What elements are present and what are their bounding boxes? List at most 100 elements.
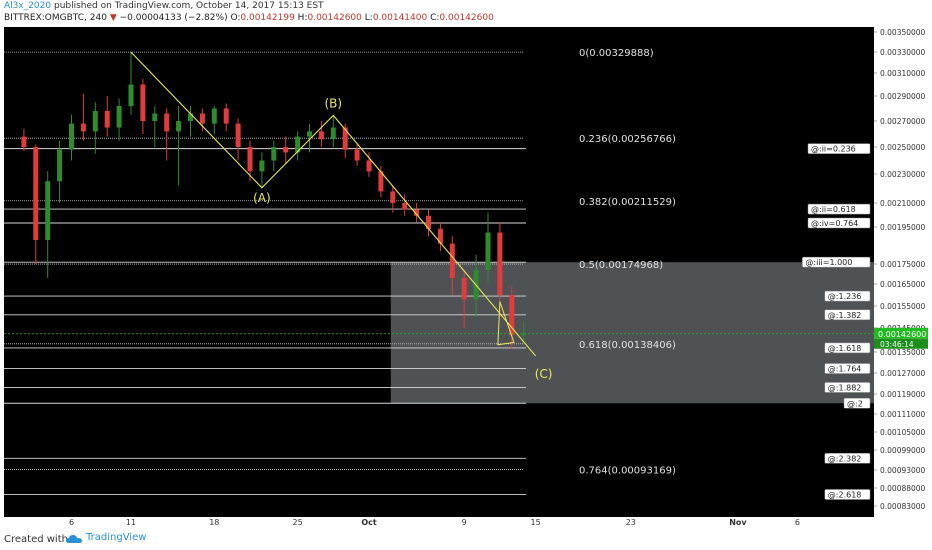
candle-body <box>57 149 63 182</box>
fib-extension-tag <box>802 256 871 268</box>
y-axis-tick-label: 0.00230000 <box>880 170 926 179</box>
wave-triangle <box>497 301 515 346</box>
candle-body <box>330 127 336 140</box>
candle-body <box>366 160 372 172</box>
tradingview-cloud-icon <box>66 535 82 543</box>
fib-retracement-label: 0(0.00329888) <box>579 48 654 59</box>
candle-body <box>378 171 384 192</box>
fib-retracement-label: 0.382(0.00211529) <box>579 197 676 208</box>
y-axis-tick-label: 0.00165000 <box>880 280 926 289</box>
change-value: −0.00004133 (−2.82%) <box>119 13 231 23</box>
price-axis-panel <box>874 27 928 527</box>
candlestick-chart[interactable]: 0(0.00329888) 0.236(0.00256766) 0.382(0.00… <box>4 27 928 527</box>
elliott-wave-line <box>261 114 334 189</box>
open-value: 0.00142199 <box>240 13 295 23</box>
fib-extension-label: @:2 <box>847 399 863 408</box>
x-axis-tick-label: Nov <box>729 518 747 527</box>
elliott-wave-line <box>130 51 263 189</box>
created-with-label: Created with <box>4 534 68 545</box>
x-axis-tick-label: 9 <box>462 518 467 527</box>
footer: Created with TradingView <box>0 530 932 550</box>
candle-body <box>80 123 86 132</box>
fib-retracement-label: 0.5(0.00174968) <box>579 260 663 271</box>
wave-label: (A) <box>253 191 271 205</box>
candle-body <box>104 111 110 128</box>
candle-body <box>235 123 241 147</box>
candle-body <box>128 84 134 106</box>
candle-body <box>402 203 408 210</box>
y-axis-tick-label: 0.00088000 <box>880 484 926 493</box>
candle-body <box>283 147 289 153</box>
quote-line: BITTREX:OMGBTC, 240 ▼ −0.00004133 (−2.82… <box>4 13 494 23</box>
y-axis-tick-label: 0.00310000 <box>880 69 926 78</box>
y-axis-tick-label: 0.00175000 <box>880 260 926 269</box>
candle-body <box>318 131 324 140</box>
y-axis-tick-label: 0.00350000 <box>880 28 926 37</box>
y-axis-tick-label: 0.00155000 <box>880 302 926 311</box>
fib-extension-tag <box>824 382 871 393</box>
candle-body <box>461 278 467 300</box>
close-value: 0.00142600 <box>439 13 494 23</box>
fib-retracement-label: 0.618(0.00138406) <box>579 340 676 351</box>
candle-body <box>21 136 27 147</box>
chart-header: Al3x_2020 published on TradingView.com, … <box>0 0 932 27</box>
fib-extension-label: @:1.764 <box>828 365 862 374</box>
candle-body <box>164 113 170 132</box>
candle-body <box>295 136 301 153</box>
x-axis-tick-label: 11 <box>126 518 136 527</box>
fib-retracement-label: 0.236(0.00256766) <box>579 134 676 145</box>
candle-body <box>188 113 193 121</box>
candle-body <box>271 147 277 161</box>
x-axis-tick-label: 15 <box>531 518 541 527</box>
fib-extension-tag <box>824 363 871 374</box>
candle-body <box>116 106 122 128</box>
y-axis-tick-label: 0.00099000 <box>880 446 926 455</box>
candle-body <box>307 131 312 137</box>
x-axis-tick-label: 23 <box>626 518 636 527</box>
fib-extension-tag <box>824 290 871 302</box>
x-axis-tick-label: 18 <box>209 518 219 527</box>
fib-extension-label: @:iv=0.764 <box>811 219 858 228</box>
candle-body <box>354 149 360 161</box>
fib-extension-label: @:ii=0.618 <box>811 205 856 214</box>
y-axis-tick-label: 0.00270000 <box>880 117 926 126</box>
y-axis-tick-label: 0.00083000 <box>880 502 926 511</box>
candle-body <box>176 121 182 132</box>
candle-body <box>152 113 158 121</box>
fib-retracement-label: 0.764(0.00093169) <box>579 465 676 476</box>
fib-extension-tag <box>807 203 871 215</box>
candle-body <box>259 160 265 172</box>
candle-body <box>426 215 431 229</box>
fib-extension-label: @:1.618 <box>828 344 862 353</box>
publish-info: published on TradingView.com, October 14… <box>51 1 324 11</box>
symbol-label: BITTREX:OMGBTC, 240 <box>4 13 110 23</box>
tradingview-logo-text[interactable]: TradingView <box>86 532 147 543</box>
fib-extension-tag <box>807 217 871 229</box>
wave-label: (C) <box>535 367 553 381</box>
fib-extension-label: @:iii=1.000 <box>805 258 852 267</box>
y-axis-tick-label: 0.00290000 <box>880 92 926 101</box>
countdown-tag <box>874 338 928 349</box>
elliott-wave-line <box>332 115 537 357</box>
open-label: O: <box>230 13 241 23</box>
y-axis-tick-label: 0.00105000 <box>880 428 926 437</box>
y-axis-tick-label: 0.00135000 <box>880 348 926 357</box>
x-axis-tick-label: Oct <box>361 518 377 527</box>
close-label: C: <box>427 13 440 23</box>
y-axis-tick-label: 0.00250000 <box>880 143 926 152</box>
candle-body <box>497 232 503 295</box>
candle-body <box>33 147 39 240</box>
candle-body <box>449 243 455 278</box>
candle-body <box>211 108 217 124</box>
fib-extension-tag <box>824 453 871 464</box>
author-link[interactable]: Al3x_2020 <box>4 1 52 11</box>
candle-body <box>247 147 253 172</box>
candle-body <box>92 111 98 132</box>
low-value: 0.00141400 <box>372 13 428 23</box>
fib-extension-label: @:1.236 <box>828 292 862 301</box>
high-value: 0.00142600 <box>307 13 362 23</box>
y-axis-tick-label: 0.00119000 <box>880 390 926 399</box>
publish-line: Al3x_2020 published on TradingView.com, … <box>4 1 324 11</box>
y-axis-tick-label: 0.00127000 <box>880 369 926 378</box>
candle-body <box>521 333 527 336</box>
